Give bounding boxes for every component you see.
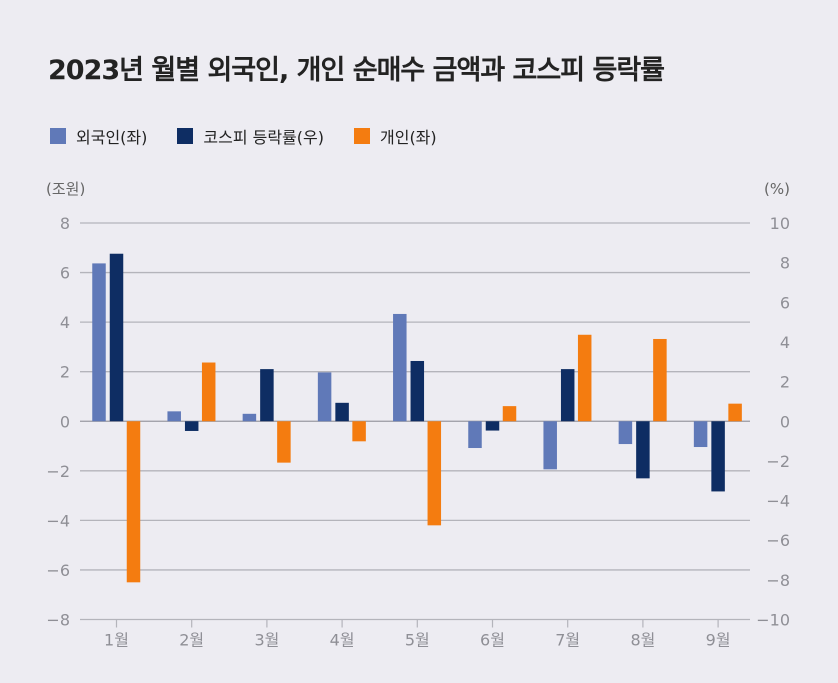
left-tick-label: 4 (60, 313, 70, 332)
bar-kospi (636, 421, 650, 479)
right-tick-label: 2 (780, 373, 790, 392)
bar-kospi (109, 253, 124, 422)
bar-foreign (618, 421, 633, 445)
bar-individual (728, 403, 742, 422)
bar-foreign (317, 372, 332, 422)
legend-label-kospi: 코스피 등락률(우) (203, 128, 324, 147)
x-tick-label: 3월 (254, 631, 279, 650)
bar-foreign (167, 411, 181, 422)
bar-foreign (92, 263, 106, 422)
legend-item-individual: 개인(좌) (354, 124, 437, 148)
legend-swatch-kospi (177, 128, 194, 144)
chart-title: 2023년 월별 외국인, 개인 순매수 금액과 코스피 등락률 (48, 55, 665, 86)
right-tick-label: −4 (766, 492, 790, 511)
right-tick-label: −2 (766, 452, 790, 471)
bar-foreign (693, 421, 708, 448)
right-axis-unit: (%) (764, 180, 790, 198)
legend-swatch-individual (354, 128, 370, 144)
x-tick-label: 7월 (555, 631, 580, 650)
bar-kospi (260, 369, 274, 422)
bar-individual (427, 421, 442, 526)
bar-kospi (485, 421, 500, 431)
bar-foreign (543, 421, 557, 470)
legend-item-foreign: 외국인(좌) (50, 124, 147, 148)
left-tick-label: −2 (46, 462, 70, 481)
bar-kospi (184, 421, 199, 431)
left-tick-label: 2 (60, 363, 70, 382)
legend-item-kospi: 코스피 등락률(우) (177, 124, 324, 148)
x-tick-label: 5월 (405, 631, 430, 650)
legend-swatch-foreign (50, 128, 66, 144)
left-axis-unit: (조원) (46, 180, 85, 198)
right-tick-label: 8 (780, 254, 790, 273)
bar-foreign (468, 421, 482, 449)
legend-label-individual: 개인(좌) (380, 128, 437, 147)
right-tick-label: −10 (756, 611, 790, 630)
bar-kospi (335, 402, 349, 422)
left-tick-label: 0 (60, 412, 70, 431)
x-tick-label: 8월 (630, 631, 655, 650)
left-tick-label: 6 (60, 264, 70, 283)
bar-individual (201, 362, 216, 422)
bar-kospi (711, 421, 725, 492)
left-tick-label: −4 (46, 511, 70, 530)
x-tick-label: 4월 (330, 631, 355, 650)
bar-foreign (242, 413, 257, 422)
left-tick-label: 8 (60, 214, 70, 233)
left-tick-label: −6 (46, 561, 70, 580)
legend: 외국인(좌) 코스피 등락률(우) 개인(좌) (50, 124, 437, 148)
left-tick-label: −8 (46, 611, 70, 630)
right-tick-label: 10 (770, 214, 790, 233)
right-tick-label: 0 (780, 412, 790, 431)
bar-foreign (393, 313, 407, 422)
x-tick-label: 1월 (104, 631, 129, 650)
x-tick-label: 2월 (179, 631, 204, 650)
x-tick-label: 6월 (480, 631, 505, 650)
bar-individual (577, 334, 592, 422)
bar-individual (502, 406, 517, 422)
x-tick-label: 9월 (706, 631, 731, 650)
right-tick-label: −6 (766, 531, 790, 550)
bar-kospi (560, 369, 575, 422)
bar-individual (126, 421, 141, 583)
bar-kospi (410, 360, 425, 422)
bar-individual (352, 421, 366, 442)
legend-label-foreign: 외국인(좌) (76, 128, 148, 147)
bar-individual (277, 421, 291, 463)
right-tick-label: −8 (766, 571, 790, 590)
bar-individual (653, 338, 667, 422)
right-tick-label: 6 (780, 293, 790, 312)
right-tick-label: 4 (780, 333, 790, 352)
